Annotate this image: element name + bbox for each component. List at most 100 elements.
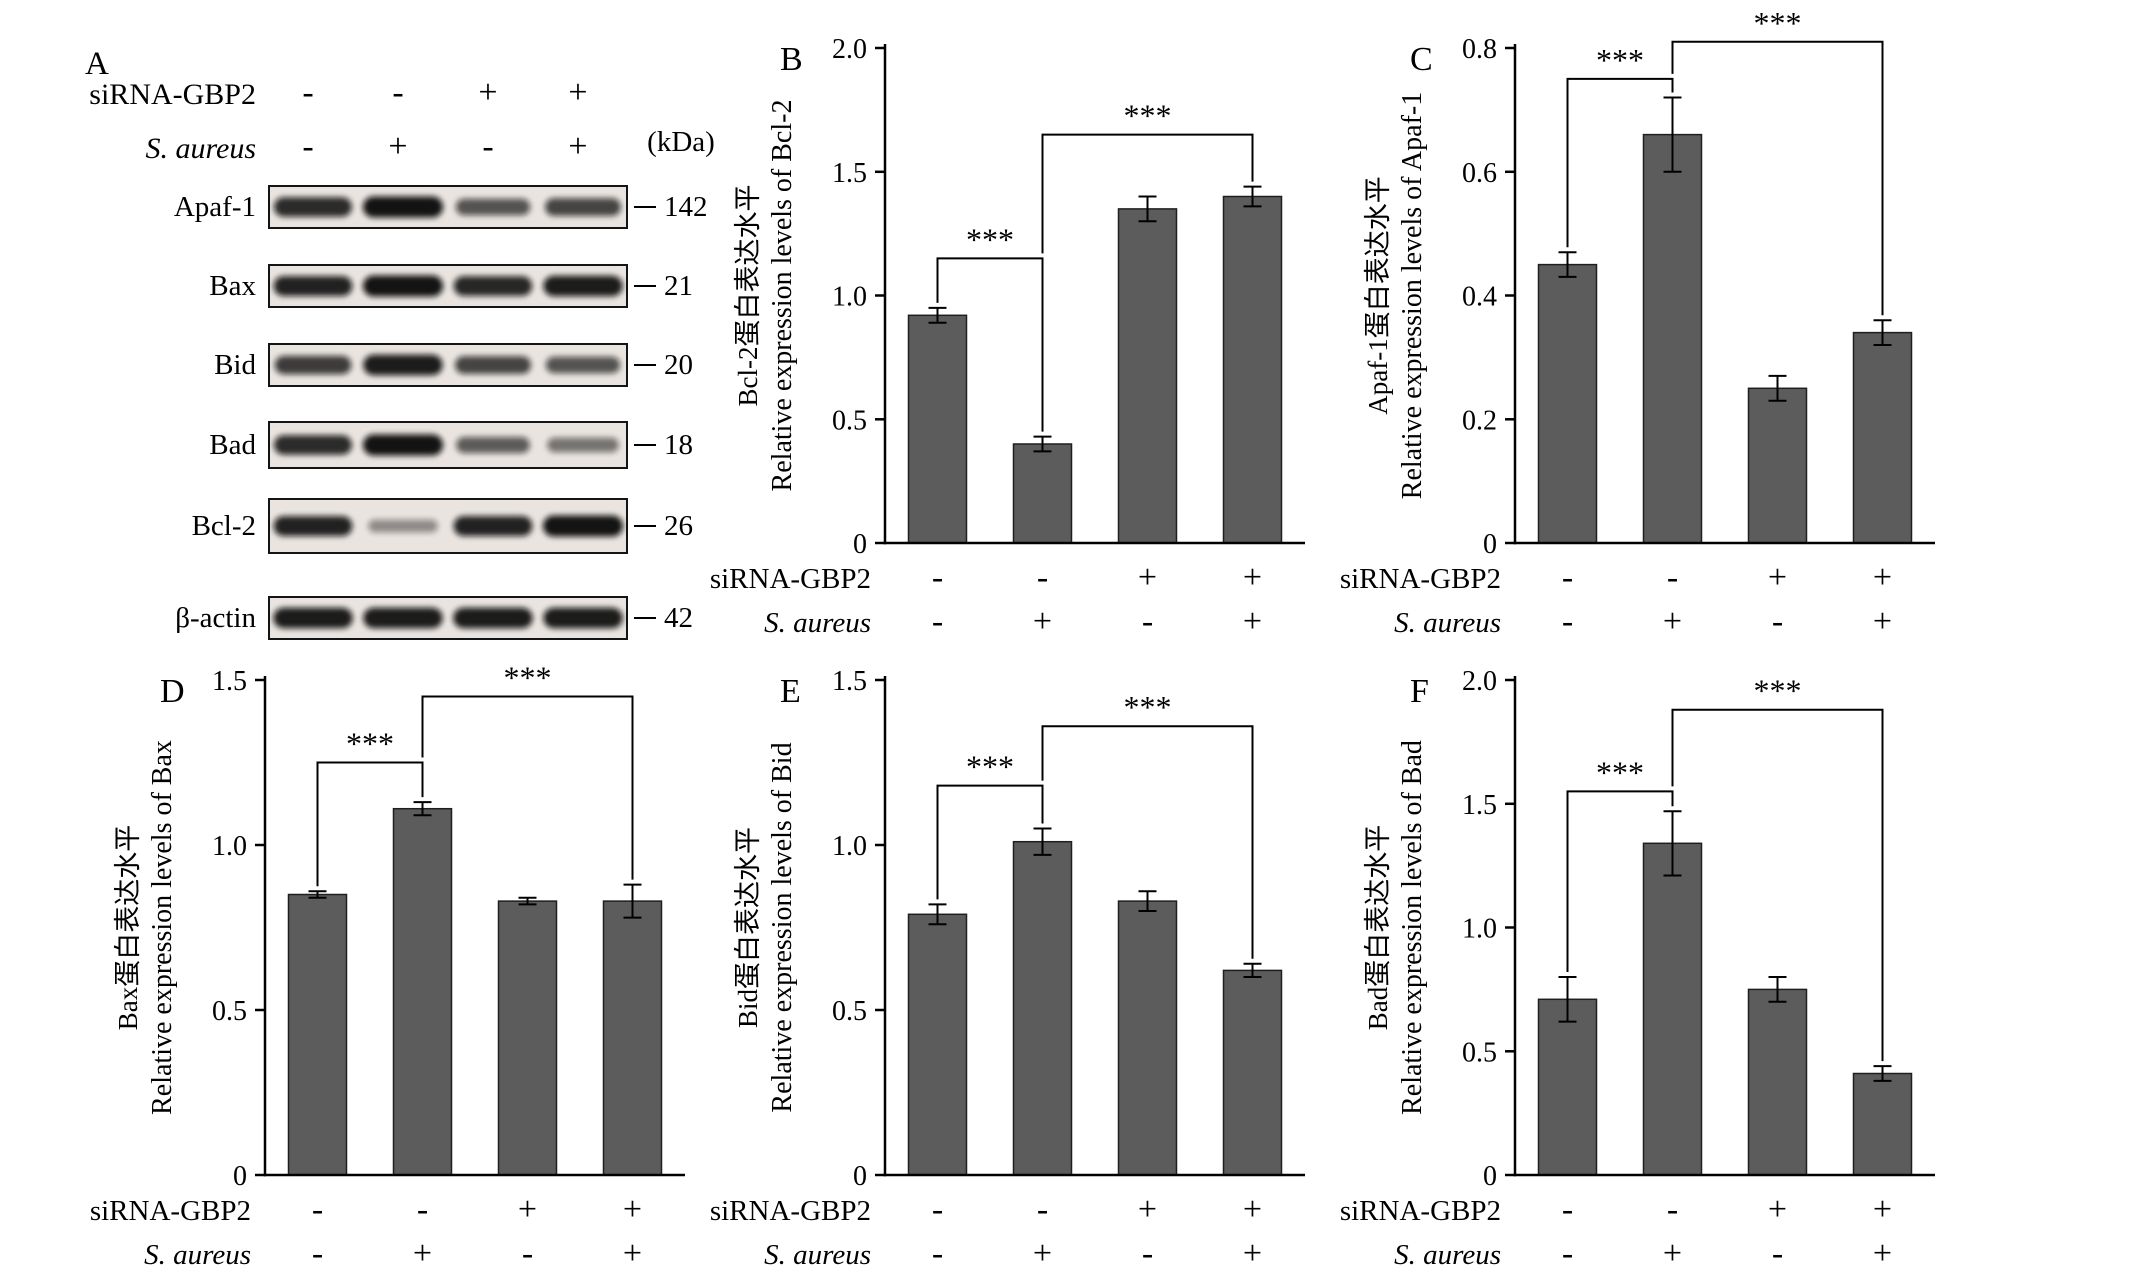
y-axis-label-cn: Bad蛋白表达水平 [1363, 825, 1393, 1031]
bar [602, 900, 663, 1176]
significance-label: *** [1124, 689, 1172, 725]
blot-strip-svg [268, 498, 628, 554]
blot-condition-value: - [302, 128, 314, 165]
x-condition-label: S. aureus [764, 1239, 871, 1271]
panel-label-a: A [85, 46, 109, 82]
panel-b-chart-bcl2: B Bcl-2蛋白表达水平 Relative expression levels o… [710, 18, 1325, 643]
x-condition-label: siRNA-GBP2 [90, 1195, 251, 1227]
significance-bracket [1566, 790, 1674, 972]
x-condition-value: - [932, 1191, 943, 1228]
significance-bracket [936, 257, 1044, 432]
y-tick-label: 1.0 [832, 831, 867, 862]
bar [1222, 969, 1283, 1176]
significance-bracket [1041, 133, 1254, 254]
bar [287, 893, 348, 1176]
x-condition-value: + [623, 1191, 642, 1228]
x-condition-value: - [417, 1191, 428, 1228]
significance-bracket [1671, 40, 1884, 316]
significance-label: *** [1124, 98, 1172, 134]
blot-condition-value: - [302, 74, 314, 111]
error-bar [1138, 890, 1157, 912]
significance-label: *** [966, 749, 1014, 785]
blot-strip-svg [268, 596, 628, 640]
x-condition-value: + [1873, 559, 1892, 596]
x-condition-value: - [1562, 603, 1573, 640]
significance-label: *** [966, 221, 1014, 257]
y-tick-label: 0.2 [1462, 405, 1497, 436]
blot-strip [268, 596, 628, 640]
blot-condition-label: S. aureus [145, 132, 256, 165]
x-condition-value: - [1772, 1235, 1783, 1272]
blot-band [456, 437, 530, 454]
error-bar [413, 801, 432, 817]
kda-tick [634, 617, 656, 619]
kda-tick [634, 285, 656, 287]
bar [1537, 263, 1598, 544]
significance-label: *** [1754, 5, 1802, 41]
x-condition-label: siRNA-GBP2 [710, 563, 871, 595]
blot-band [274, 355, 352, 375]
y-tick-label: 1.0 [1462, 914, 1497, 945]
chart-svg-E: E Bid蛋白表达水平 Relative expression levels of … [710, 666, 1305, 1272]
blot-condition-value: + [478, 74, 498, 111]
y-tick-label: 0.5 [832, 405, 867, 436]
blot-band [363, 196, 443, 218]
y-tick-label: 1.0 [832, 282, 867, 313]
blot-band [545, 198, 621, 216]
x-condition-value: + [1873, 603, 1892, 640]
blot-band [274, 435, 352, 455]
blot-condition-label: siRNA-GBP2 [89, 78, 256, 111]
x-condition-value: - [1562, 1191, 1573, 1228]
chart-svg-D: D Bax蛋白表达水平 Relative expression levels of … [90, 660, 685, 1272]
x-condition-value: + [1138, 559, 1157, 596]
x-condition-label: siRNA-GBP2 [1340, 563, 1501, 595]
error-bar [1768, 976, 1787, 1003]
x-condition-value: + [1873, 1191, 1892, 1228]
x-condition-label: S. aureus [144, 1239, 251, 1271]
x-condition-value: - [1667, 1191, 1678, 1228]
x-condition-label: siRNA-GBP2 [1340, 1195, 1501, 1227]
y-axis-label-en: Relative expression levels of Bad [1397, 740, 1428, 1115]
blot-band [273, 607, 353, 629]
error-bar [518, 896, 537, 906]
x-condition-value: - [1562, 1235, 1573, 1272]
panel-a-western-blot: A siRNA-GBP2 - - + + S. aureus - + - + (kDa) Apaf-1… [60, 40, 760, 665]
error-bar [1243, 962, 1262, 978]
y-tick-label: 0 [233, 1161, 247, 1192]
blot-condition-value: + [388, 128, 408, 165]
x-condition-value: - [1142, 1235, 1153, 1272]
error-bar [1873, 1065, 1892, 1082]
y-tick-label: 0 [1483, 529, 1497, 560]
x-condition-value: + [1663, 1235, 1682, 1272]
blot-band [363, 275, 443, 297]
blot-band [453, 516, 533, 536]
bar [1642, 133, 1703, 544]
x-condition-value: + [1243, 603, 1262, 640]
y-tick-label: 0 [1483, 1161, 1497, 1192]
bar [1222, 195, 1283, 544]
panel-e-chart-bid: E Bid蛋白表达水平 Relative expression levels of … [710, 650, 1325, 1275]
y-tick-label: 0 [853, 529, 867, 560]
y-tick-label: 0.8 [1462, 34, 1497, 65]
kda-tick [634, 206, 656, 208]
kda-value: 18 [664, 429, 693, 461]
y-axis-label-en: Relative expression levels of Bid [767, 742, 798, 1112]
blot-band [363, 354, 443, 376]
y-tick-label: 0.6 [1462, 158, 1497, 189]
protein-label: β-actin [175, 602, 256, 634]
y-axis-label-cn: Apaf-1蛋白表达水平 [1363, 176, 1393, 414]
x-condition-value: + [623, 1235, 642, 1272]
x-condition-value: + [1243, 559, 1262, 596]
error-bar [1558, 976, 1577, 1023]
y-axis-label-cn: Bcl-2蛋白表达水平 [733, 185, 763, 407]
kda-tick [634, 444, 656, 446]
blot-band [455, 356, 531, 374]
blot-strip [268, 264, 628, 308]
x-condition-value: - [932, 1235, 943, 1272]
blot-band [453, 607, 533, 629]
panel-label-E: E [780, 673, 801, 710]
y-tick-label: 2.0 [1462, 666, 1497, 697]
x-condition-value: + [1243, 1191, 1262, 1228]
bar [1537, 998, 1598, 1176]
x-condition-value: + [1033, 1235, 1052, 1272]
